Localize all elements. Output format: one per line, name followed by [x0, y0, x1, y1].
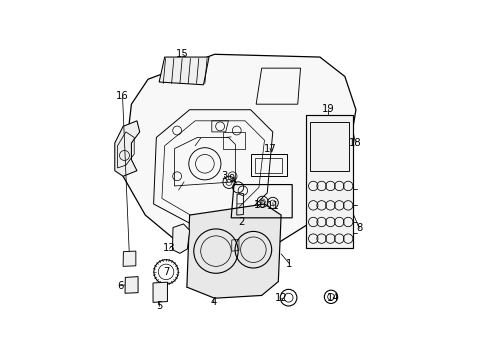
Polygon shape: [305, 115, 352, 248]
Polygon shape: [125, 276, 138, 293]
Text: 10: 10: [253, 201, 265, 210]
Text: 7: 7: [163, 267, 169, 277]
Text: 19: 19: [321, 104, 334, 114]
Text: 2: 2: [238, 217, 244, 227]
Polygon shape: [153, 282, 167, 302]
Text: 9: 9: [228, 174, 234, 184]
Polygon shape: [123, 54, 355, 254]
Polygon shape: [115, 121, 140, 176]
Text: 17: 17: [263, 144, 276, 153]
Text: 4: 4: [210, 297, 216, 307]
Polygon shape: [172, 224, 189, 253]
Text: 14: 14: [326, 293, 339, 303]
Text: 18: 18: [348, 138, 361, 148]
Text: 16: 16: [116, 91, 129, 102]
Text: 1: 1: [285, 258, 292, 269]
Text: 11: 11: [266, 201, 279, 211]
Text: 15: 15: [176, 49, 189, 59]
Text: 8: 8: [355, 223, 362, 233]
Text: 13: 13: [163, 243, 176, 253]
Text: 12: 12: [275, 293, 287, 303]
Text: 3: 3: [221, 171, 227, 181]
Text: 6: 6: [117, 281, 123, 291]
Polygon shape: [159, 57, 208, 85]
Polygon shape: [186, 204, 281, 298]
Polygon shape: [123, 251, 136, 266]
Text: 5: 5: [156, 301, 162, 311]
